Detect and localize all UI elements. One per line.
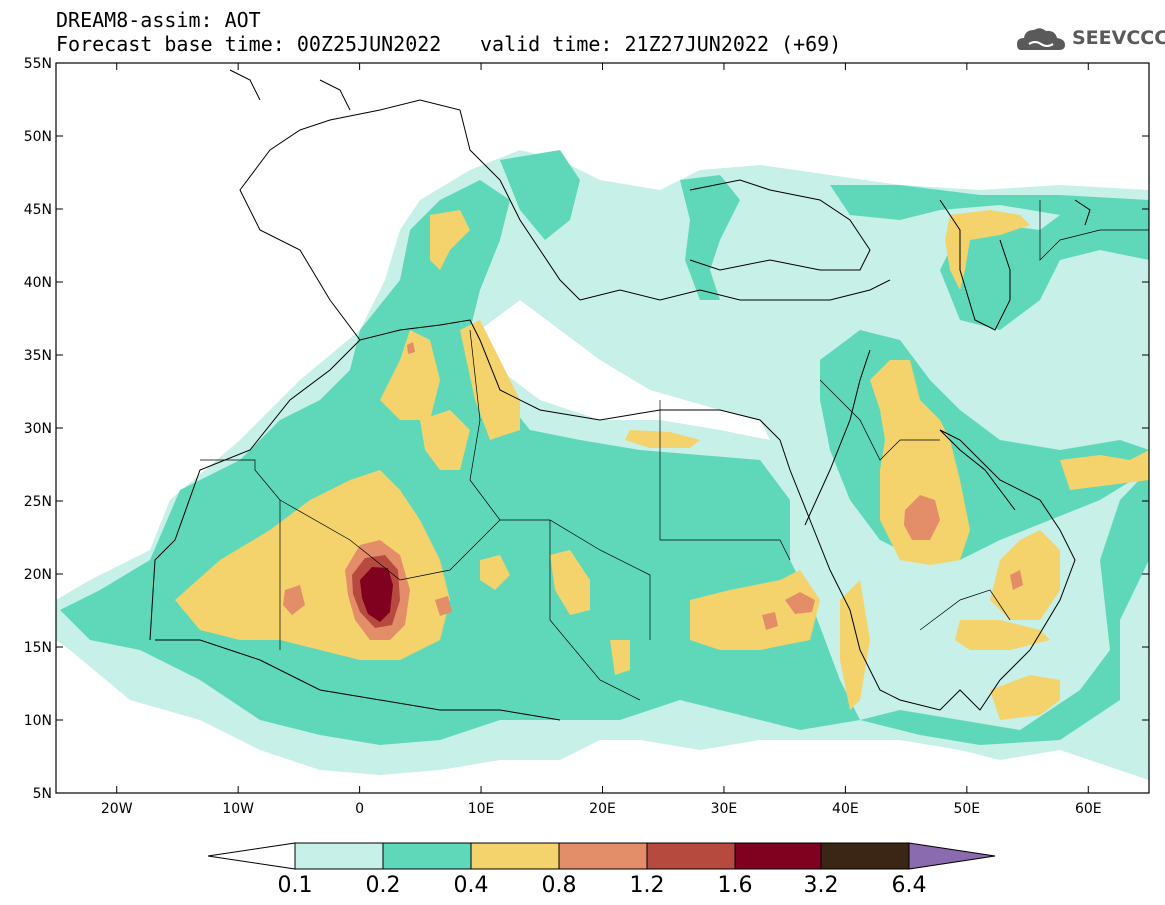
lat-label: 35N [24,348,52,364]
lon-label: 20W [101,801,133,817]
lat-label: 25N [24,494,52,510]
colorbar-label: 0.1 [278,873,313,898]
lat-label: 5N [33,786,52,802]
lat-label: 20N [24,567,52,583]
lat-label: 40N [24,275,52,291]
colorbar-bin-5 [646,842,736,870]
forecast-base-time: Forecast base time: 00Z25JUN2022 [56,32,442,56]
aot-contour-1.6 [360,567,393,622]
lat-label: 10N [24,713,52,729]
aot-contours [56,150,1149,780]
lon-label: 10E [468,801,495,817]
lon-label: 0 [355,801,364,817]
colorbar-label: 0.8 [542,873,577,898]
lat-label: 45N [24,202,52,218]
colorbar-bin-6 [734,842,822,870]
lat-label: 50N [24,129,52,145]
latitude-axis: 55N 50N 45N 40N 35N 30N 25N 20N 15N 10N 5N [24,56,1149,802]
coastlines [149,69,1091,721]
colorbar-bin-7 [820,842,910,870]
colorbar-low-arrow [207,842,296,870]
lon-label: 50E [953,801,980,817]
colorbar-bin-2 [382,842,472,870]
colorbar-label: 0.2 [366,873,401,898]
valid-time: valid time: 21Z27JUN2022 (+69) [480,32,842,56]
colorbar-bin-3 [470,842,560,870]
colorbar-label: 3.2 [804,873,839,898]
lon-label: 40E [832,801,859,817]
lon-label: 30E [711,801,738,817]
lon-label: 20E [589,801,616,817]
lon-label: 10W [222,801,254,817]
lat-label: 55N [24,56,52,72]
colorbar-label: 6.4 [892,873,927,898]
colorbar-bin-4 [558,842,648,870]
cloud-logo-icon [1017,28,1065,50]
colorbar-high-arrow [908,842,996,870]
longitude-axis: 20W 10W 0 10E 20E 30E 40E 50E 60E [101,63,1102,817]
colorbar: 0.1 0.2 0.4 0.8 1.2 1.6 3.2 6.4 [207,842,996,898]
lat-label: 15N [24,640,52,656]
logo-text: SEEVCCC [1072,27,1165,49]
colorbar-label: 1.6 [718,873,753,898]
colorbar-label: 1.2 [630,873,665,898]
colorbar-label: 0.4 [454,873,489,898]
map-title: DREAM8-assim: AOT [56,8,261,32]
lat-label: 30N [24,421,52,437]
borders [200,200,1149,701]
colorbar-bin-1 [294,842,384,870]
lon-label: 60E [1075,801,1102,817]
